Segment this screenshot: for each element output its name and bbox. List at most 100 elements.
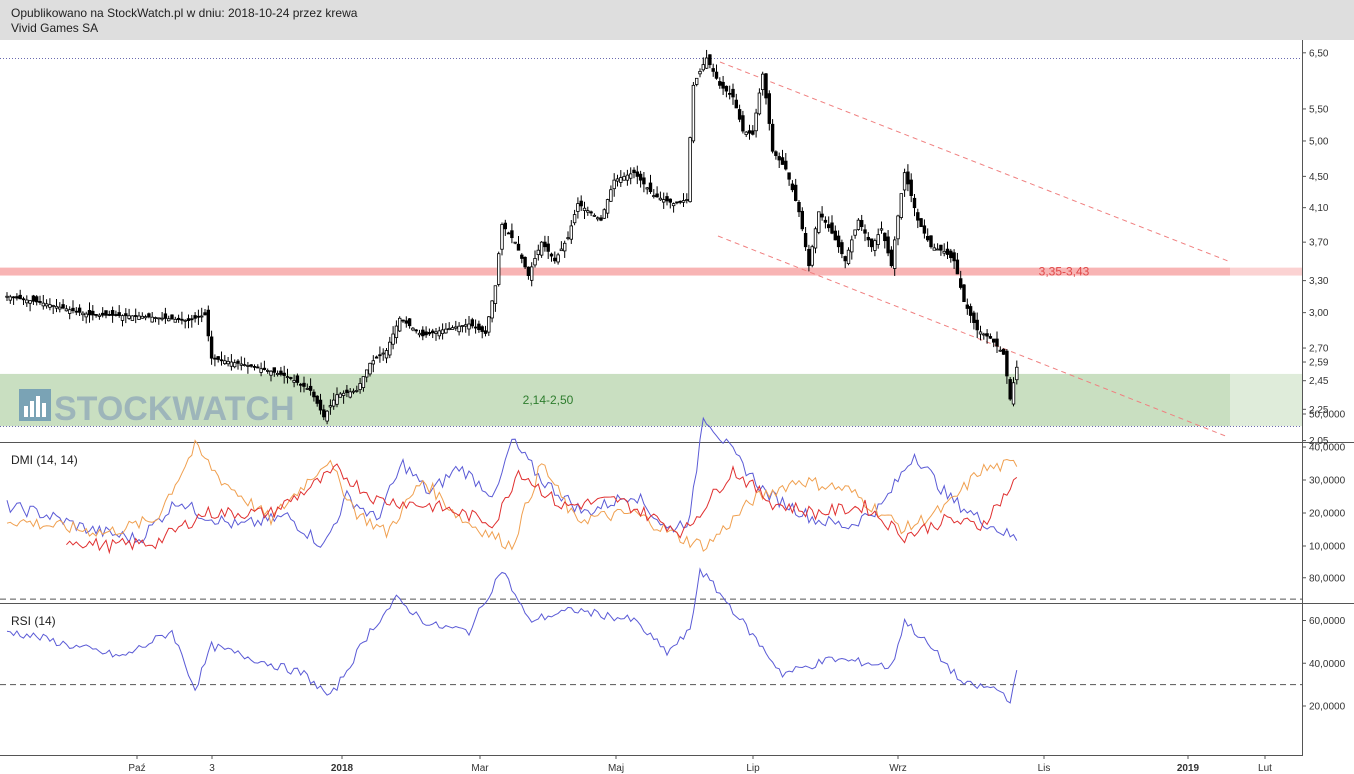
candle-body (157, 317, 161, 320)
candle-body (955, 259, 960, 275)
candle-body (463, 324, 468, 327)
time-axis-label: Wrz (889, 763, 907, 774)
candle-body (282, 372, 286, 376)
rsi-axis-label: 20,0000 (1309, 702, 1346, 713)
candle-body (813, 228, 818, 249)
candle-body (790, 183, 795, 191)
candle-body (536, 249, 540, 256)
time-axis-label: Mar (471, 763, 489, 774)
candle-body (625, 174, 630, 181)
candle-body (371, 360, 375, 365)
dmi-title: DMI (14, 14) (11, 453, 78, 467)
candle-body (942, 250, 946, 254)
candle-body (374, 356, 379, 359)
candle-body (840, 242, 844, 255)
candle-body (592, 214, 597, 217)
candle-body (262, 367, 267, 370)
candle-body (176, 317, 181, 321)
candle-body (543, 241, 547, 248)
candle-body (846, 249, 851, 265)
candle-body (190, 318, 194, 321)
dotted-levels (0, 58, 1302, 427)
price-axis-label: 2,70 (1309, 344, 1329, 355)
candle-body (671, 203, 676, 207)
candle-body (916, 212, 920, 221)
candle-body (361, 376, 366, 388)
candle-body (949, 250, 953, 259)
candle-body (856, 219, 861, 230)
candle-body (322, 409, 326, 418)
price-axis-label: 4,50 (1309, 172, 1329, 183)
price-zone (0, 373, 1230, 427)
candle-body (209, 336, 214, 359)
candle-body (605, 199, 610, 214)
candle-body (193, 315, 197, 319)
candle-body (54, 305, 59, 309)
candle-body (582, 207, 587, 211)
candle-body (533, 258, 537, 266)
candle-body (11, 296, 16, 299)
candle-body (787, 172, 791, 180)
candle-body (648, 182, 653, 193)
candle-body (899, 193, 903, 218)
price-axis-label: 3,00 (1309, 308, 1329, 319)
time-axis-label: Paź (128, 763, 145, 774)
candle-body (173, 318, 177, 323)
candle-body (662, 199, 666, 203)
candle-body (71, 307, 75, 311)
candle-body (968, 306, 973, 316)
candle-body (143, 316, 148, 319)
candle-body (869, 238, 874, 248)
candle-body (896, 215, 900, 240)
candle-body (153, 317, 158, 319)
candle-body (965, 304, 969, 309)
candle-body (364, 369, 369, 378)
candle-body (506, 232, 511, 235)
price-zone (0, 267, 1230, 276)
candle-body (794, 184, 798, 201)
price-zones: 3,35-3,43 2,14-2,50 (0, 265, 1302, 427)
candle-body (424, 331, 428, 336)
candle-body (520, 254, 524, 259)
candle-body (298, 383, 303, 386)
candle-body (860, 220, 864, 228)
candle-body (737, 109, 742, 120)
candle-body (473, 326, 478, 329)
candle-body (962, 284, 966, 303)
candle-body (906, 171, 910, 185)
candle-body (487, 316, 491, 333)
candle-body (15, 296, 19, 299)
candle-body (444, 328, 448, 334)
candle-body (150, 316, 154, 323)
candle-body (873, 240, 877, 251)
candle-body (569, 225, 573, 240)
candle-body (124, 313, 128, 317)
candle-body (718, 81, 722, 86)
candle-body (239, 363, 243, 366)
candle-body (1008, 379, 1012, 400)
candle-body (430, 330, 435, 334)
candle-body (460, 325, 465, 327)
candle-body (909, 179, 913, 196)
candle-body (1001, 348, 1006, 355)
candle-body (764, 73, 768, 99)
candle-body (308, 385, 313, 391)
candle-body (619, 177, 623, 183)
candle-body (711, 68, 715, 72)
candle-body (599, 217, 603, 221)
candle-body (31, 295, 36, 302)
candle-body (477, 323, 481, 331)
dmi-lines (6, 416, 1018, 555)
candle-body (338, 393, 342, 398)
candle-body (549, 253, 554, 257)
candle-body (652, 195, 656, 197)
candle-body (295, 375, 300, 383)
candle-body (853, 229, 857, 236)
candle-body (434, 331, 438, 334)
candle-body (279, 370, 283, 375)
candle-body (695, 77, 699, 85)
candle-body (213, 357, 217, 360)
candle-body (556, 254, 560, 263)
candle-body (48, 304, 52, 308)
candle-body (437, 330, 441, 337)
